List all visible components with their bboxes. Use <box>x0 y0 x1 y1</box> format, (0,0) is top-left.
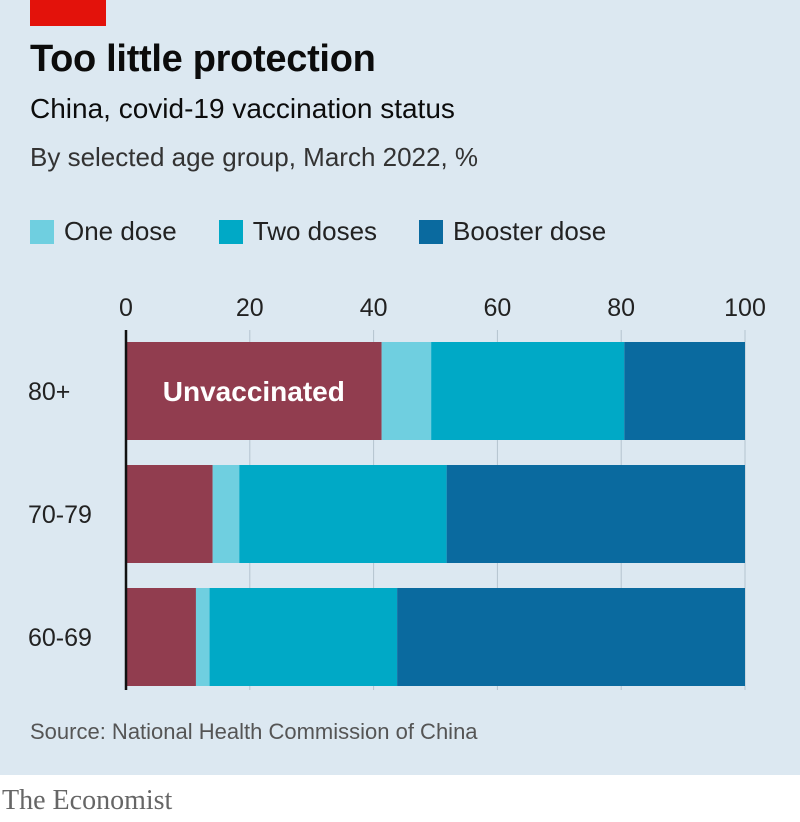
chart-panel: Too little protection China, covid-19 va… <box>0 0 800 775</box>
x-tick-label: 20 <box>236 294 264 322</box>
bar-segment <box>431 342 625 440</box>
bar-segment <box>126 588 196 686</box>
unvaccinated-label: Unvaccinated <box>163 376 345 407</box>
chart-title: Too little protection <box>30 38 376 80</box>
legend-swatch-booster-dose <box>419 219 444 244</box>
category-label: 80+ <box>28 378 70 406</box>
bar-segment <box>397 588 745 686</box>
legend-item-one-dose: One dose <box>30 216 177 247</box>
bar-segment <box>195 588 210 686</box>
x-tick-label: 60 <box>483 294 511 322</box>
chart-subsubtitle: By selected age group, March 2022, % <box>30 142 479 172</box>
x-tick-label: 40 <box>360 294 388 322</box>
x-tick-label: 0 <box>119 294 133 322</box>
x-tick-label: 100 <box>724 294 766 322</box>
bar-segment <box>446 465 745 563</box>
legend-swatch-two-doses <box>218 219 243 244</box>
category-label: 70-79 <box>28 501 92 529</box>
brand-red-tag <box>30 0 106 26</box>
legend-label-two-doses: Two doses <box>252 216 378 246</box>
legend-item-booster-dose: Booster dose <box>419 216 606 247</box>
legend-item-two-doses: Two doses <box>218 216 378 247</box>
legend-label-one-dose: One dose <box>64 216 177 246</box>
bar-segment <box>624 342 745 440</box>
bar-segment <box>126 465 213 563</box>
legend-swatch-one-dose <box>30 219 54 244</box>
category-label: 60-69 <box>28 624 92 652</box>
bar-segment <box>209 588 398 686</box>
source-note: Source: National Health Commission of Ch… <box>30 719 478 744</box>
bar-segment <box>212 465 240 563</box>
chart-subtitle: China, covid-19 vaccination status <box>30 93 455 124</box>
bar-chart: 0 20 40 60 80 100 80+ 70-79 60-69 Unvaccinated <box>28 294 766 690</box>
bar-segment <box>239 465 447 563</box>
bar-segment <box>126 342 382 440</box>
bar-segment <box>381 342 432 440</box>
publisher-wordmark: The Economist <box>2 785 173 816</box>
x-tick-label: 80 <box>607 294 635 322</box>
legend-label-booster-dose: Booster dose <box>453 216 607 246</box>
legend: One dose Two doses Booster dose <box>30 216 648 247</box>
